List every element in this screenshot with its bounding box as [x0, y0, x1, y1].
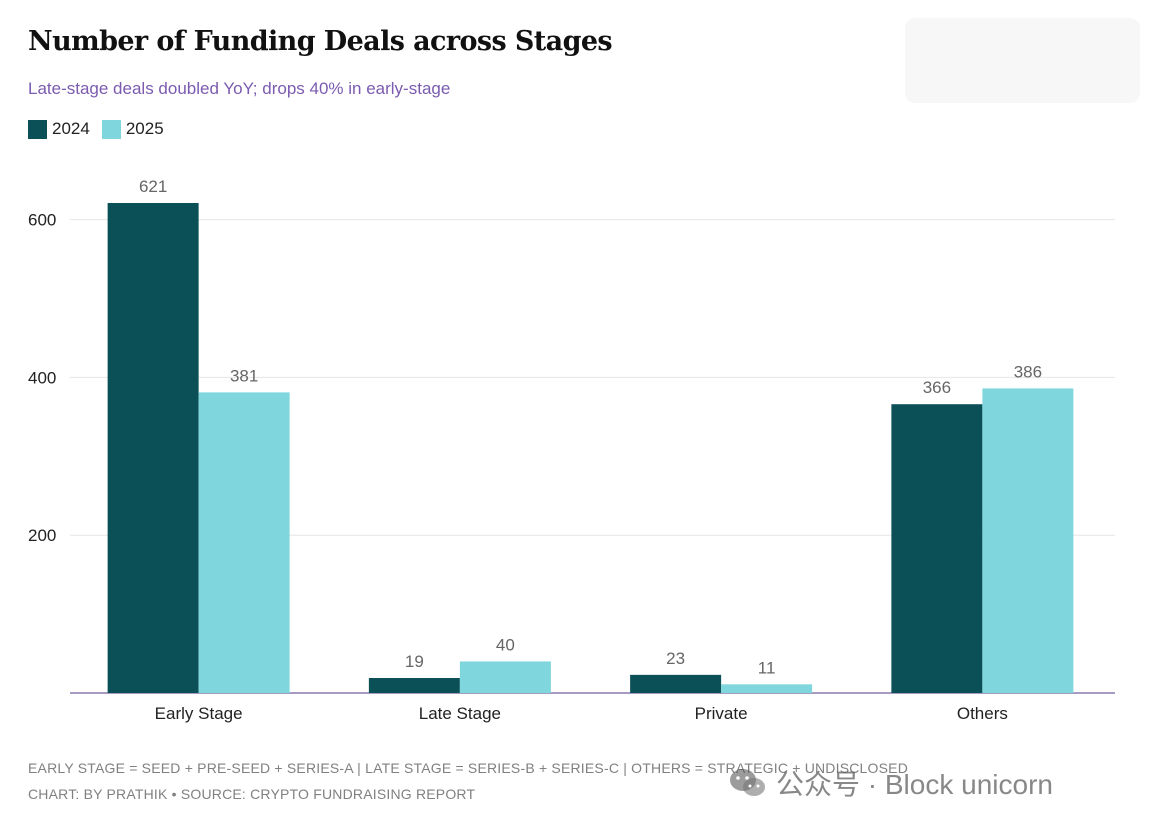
legend-label-2024: 2024	[52, 119, 90, 138]
x-tick-label-private: Private	[695, 704, 748, 723]
bar-private-2025	[721, 684, 813, 693]
legend-item-2025: 2025	[101, 119, 164, 139]
wechat-icon	[730, 769, 765, 796]
footer-definitions: EARLY STAGE = SEED + PRE-SEED + SERIES-A…	[28, 760, 909, 776]
watermark: 公众号 · Block unicorn	[728, 763, 1053, 803]
chart-subtitle: Late-stage deals doubled YoY; drops 40% …	[28, 79, 451, 98]
bar-late-stage-2024	[368, 678, 460, 693]
data-label-private-2025: 11	[758, 658, 776, 677]
y-tick-label-200: 200	[28, 526, 56, 545]
bar-others-2025	[982, 388, 1074, 693]
data-label-private-2024: 23	[666, 649, 685, 668]
bar-late-stage-2025	[459, 661, 551, 693]
data-label-early-stage-2024: 621	[139, 177, 167, 196]
legend-label-2025: 2025	[125, 119, 164, 138]
footer-source: CHART: BY PRATHIK • SOURCE: CRYPTO FUNDR…	[28, 786, 476, 802]
legend-item-2024: 2024	[28, 119, 90, 139]
bar-early-stage-2024	[107, 203, 199, 693]
data-label-others-2024: 366	[923, 378, 951, 397]
data-label-others-2025: 386	[1014, 362, 1042, 381]
legend-swatch-2025	[101, 119, 121, 139]
x-tick-label-late-stage: Late Stage	[419, 704, 501, 723]
bar-private-2024	[630, 674, 722, 693]
bar-others-2024	[891, 404, 983, 693]
bar-early-stage-2025	[198, 392, 290, 693]
watermark-text: 公众号 · Block unicorn	[776, 769, 1053, 800]
chart-title: Number of Funding Deals across Stages	[28, 26, 613, 57]
x-tick-label-early-stage: Early Stage	[155, 704, 243, 723]
legend: 2024 2025	[28, 119, 176, 139]
y-tick-label-400: 400	[28, 368, 56, 387]
y-tick-label-600: 600	[28, 211, 56, 230]
data-label-late-stage-2024: 19	[405, 652, 424, 671]
data-label-late-stage-2025: 40	[496, 635, 515, 654]
data-label-early-stage-2025: 381	[230, 366, 258, 385]
watermark-box	[905, 18, 1140, 103]
legend-swatch-2024	[28, 119, 47, 139]
x-tick-label-others: Others	[957, 704, 1008, 723]
